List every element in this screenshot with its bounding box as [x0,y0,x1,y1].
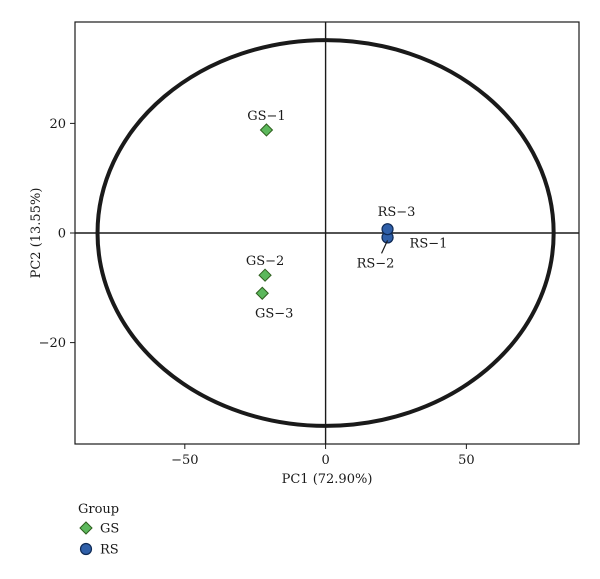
confidence-ellipse [95,38,556,428]
y-tick-label: 20 [49,117,66,132]
legend-label-gs: GS [100,522,119,537]
x-axis-title: PC1 (72.90%) [282,472,373,487]
data-point-label: GS−3 [255,306,293,321]
data-point [255,286,269,300]
data-point [381,223,394,236]
axes: −50 0 50 −20 0 20 [39,117,475,468]
y-axis-title: PC2 (13.55%) [29,188,44,279]
legend: Group GS RS [78,502,119,558]
x-tick-label: −50 [171,453,198,468]
legend-marker-rs [79,542,93,556]
data-point-label: RS−3 [378,205,416,220]
data-point-label: RS−1 [410,236,448,251]
data-point-label: GS−2 [246,254,284,269]
x-tick-label: 0 [321,453,329,468]
legend-title: Group [78,502,119,517]
legend-label-rs: RS [100,543,119,558]
data-point [259,123,274,137]
series-gs: GS−1 GS−2 GS−3 [246,109,294,321]
data-point [258,268,272,282]
plot-area: GS−1 GS−2 GS−3 RS−1 RS−2 RS−3 [74,21,580,445]
data-point-label: RS−2 [357,256,395,271]
x-tick-label: 50 [458,453,475,468]
data-point-label: GS−1 [247,109,285,124]
y-tick-label: 0 [58,227,66,242]
series-rs: RS−1 RS−2 RS−3 [357,205,448,271]
y-tick-label: −20 [39,336,66,351]
label-leader-line [380,240,389,254]
legend-marker-gs [79,521,93,535]
